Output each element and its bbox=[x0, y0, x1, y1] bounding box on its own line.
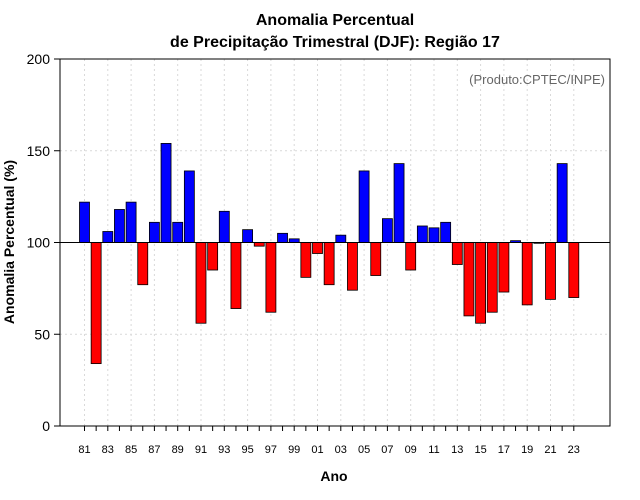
bar-16 bbox=[486, 242, 498, 313]
bar-98 bbox=[277, 232, 288, 243]
bar-95 bbox=[242, 229, 254, 243]
bar-92 bbox=[207, 242, 219, 271]
bar-19 bbox=[521, 242, 533, 306]
y-axis: 0 50 100 150 200 bbox=[27, 51, 60, 434]
bar-07 bbox=[381, 218, 393, 243]
y-tick-label: 150 bbox=[27, 143, 51, 159]
x-tick-label: 97 bbox=[265, 444, 277, 456]
y-tick-label: 200 bbox=[27, 51, 51, 67]
bar-83 bbox=[102, 231, 114, 243]
bar-85 bbox=[125, 201, 137, 243]
x-tick-label: 15 bbox=[474, 444, 486, 456]
bar-10 bbox=[416, 225, 428, 243]
y-tick-label: 0 bbox=[42, 418, 50, 434]
bar-08 bbox=[393, 163, 405, 243]
bar-82 bbox=[90, 242, 102, 365]
bar-00 bbox=[300, 242, 312, 278]
x-tick-label: 17 bbox=[498, 444, 510, 456]
bar-84 bbox=[114, 209, 125, 243]
x-tick-label: 19 bbox=[521, 444, 533, 456]
x-tick-label: 01 bbox=[311, 444, 323, 456]
bar-96 bbox=[253, 242, 265, 247]
bar-11 bbox=[428, 227, 440, 243]
chart-title-line1: Anomalia Percentual bbox=[256, 12, 414, 29]
bar-02 bbox=[323, 242, 335, 286]
product-credit: (Produto:CPTEC/INPE) bbox=[469, 72, 605, 87]
x-tick-label: 81 bbox=[78, 444, 90, 456]
x-axis: 81 83 85 87 89 91 93 95 97 99 01 03 05 07 09 11 13 15 17 19… bbox=[78, 426, 580, 456]
bar-13 bbox=[451, 242, 463, 265]
x-tick-label: 23 bbox=[568, 444, 580, 456]
x-tick-label: 11 bbox=[428, 444, 439, 456]
bar-21 bbox=[545, 242, 556, 300]
x-tick-label: 83 bbox=[102, 444, 114, 456]
bar-87 bbox=[148, 221, 160, 243]
bar-15 bbox=[475, 242, 487, 324]
bar-05 bbox=[358, 170, 370, 243]
bar-93 bbox=[218, 210, 230, 243]
x-tick-label: 05 bbox=[358, 444, 370, 456]
x-tick-label: 85 bbox=[125, 444, 137, 456]
y-tick-label: 100 bbox=[27, 235, 51, 251]
bar-89 bbox=[172, 221, 184, 243]
x-tick-label: 91 bbox=[195, 444, 207, 456]
bar-04 bbox=[347, 242, 358, 291]
bar-03 bbox=[335, 234, 347, 243]
bar-14 bbox=[463, 242, 475, 317]
chart-title-line2: de Precipitação Trimestral (DJF): Região… bbox=[170, 34, 500, 51]
bar-97 bbox=[265, 242, 277, 313]
bar-88 bbox=[160, 143, 172, 243]
x-axis-label: Ano bbox=[320, 468, 347, 484]
x-tick-label: 03 bbox=[335, 444, 347, 456]
x-tick-label: 07 bbox=[381, 444, 393, 456]
x-tick-label: 99 bbox=[288, 444, 300, 456]
bar-06 bbox=[370, 242, 382, 276]
x-tick-label: 21 bbox=[544, 444, 556, 456]
x-tick-label: 89 bbox=[172, 444, 184, 456]
x-tick-label: 95 bbox=[241, 444, 253, 456]
bar-90 bbox=[183, 170, 195, 243]
y-tick-label: 50 bbox=[34, 326, 50, 342]
bar-86 bbox=[137, 242, 149, 286]
bar-22 bbox=[556, 163, 568, 243]
x-tick-label: 13 bbox=[451, 444, 463, 456]
bar-23 bbox=[568, 242, 580, 298]
bar-01 bbox=[312, 242, 323, 254]
bar-99 bbox=[288, 238, 300, 243]
bar-12 bbox=[440, 221, 452, 243]
x-tick-label: 09 bbox=[405, 444, 417, 456]
x-tick-label: 93 bbox=[218, 444, 230, 456]
bar-81 bbox=[79, 201, 90, 243]
x-tick-label: 87 bbox=[148, 444, 160, 456]
bar-91 bbox=[195, 242, 207, 324]
grid-lines bbox=[60, 59, 610, 426]
bar-17 bbox=[498, 242, 510, 293]
bar-94 bbox=[230, 242, 242, 309]
y-axis-label: Anomalia Percentual (%) bbox=[1, 160, 17, 324]
bar-09 bbox=[405, 242, 417, 271]
